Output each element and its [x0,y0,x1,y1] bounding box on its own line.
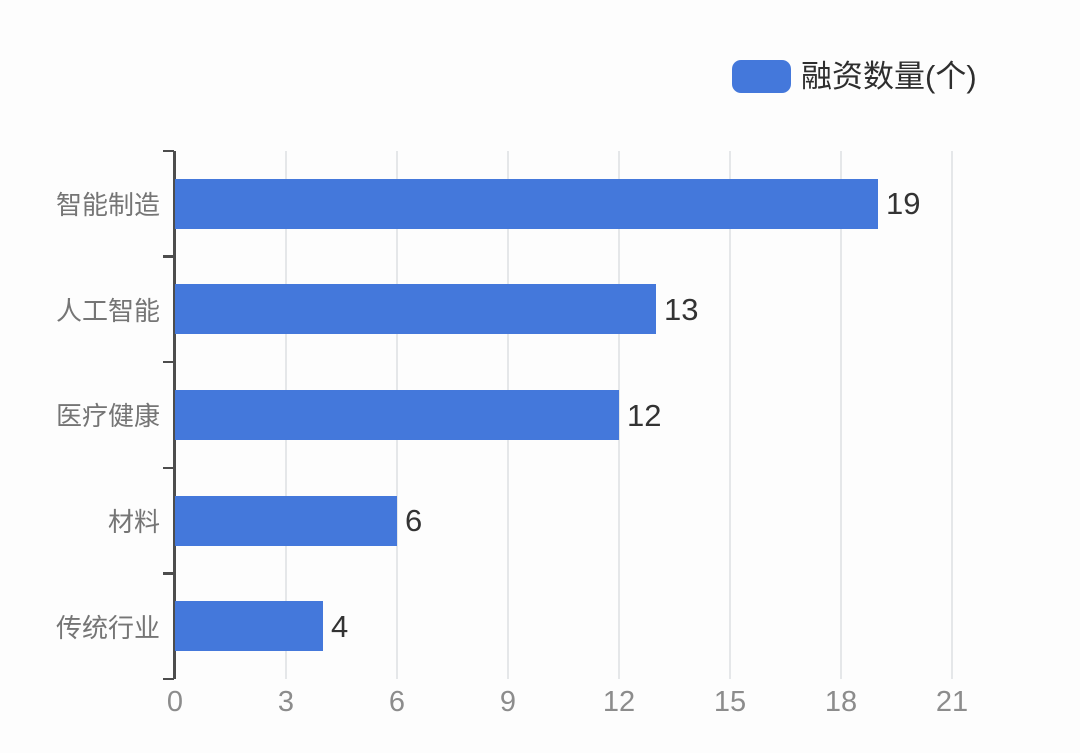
value-label: 4 [331,608,349,644]
value-label: 19 [886,186,921,222]
x-axis-tick-label: 12 [602,686,636,718]
legend-label: 融资数量(个) [801,59,977,94]
gridline [840,151,842,679]
gridline [951,151,953,679]
category-label: 智能制造 [55,190,160,221]
x-axis-tick-label: 6 [388,686,406,718]
bar [175,178,878,229]
x-axis-tick-label: 0 [166,686,184,718]
gridline [618,151,620,679]
x-axis-tick-label: 21 [935,686,969,718]
gridline [729,151,731,679]
bar [175,601,323,652]
y-axis-tick [163,572,174,575]
value-label: 12 [627,397,662,433]
bar [175,284,656,335]
category-label: 医疗健康 [55,401,160,432]
bar [175,390,619,440]
y-axis-tick [163,677,174,681]
legend: 融资数量(个) [732,60,977,93]
y-axis-tick [163,255,174,258]
value-label: 13 [664,291,699,327]
y-axis-tick [163,466,174,470]
y-axis-tick [163,149,174,153]
x-axis-tick-label: 9 [499,686,517,718]
y-axis-tick [163,360,174,364]
x-axis-tick-label: 18 [824,686,858,718]
category-label: 传统行业 [55,612,160,643]
category-label: 材料 [107,507,160,538]
bar [175,495,397,546]
legend-swatch [732,60,791,93]
category-label: 人工智能 [55,295,160,326]
value-label: 6 [405,503,423,539]
x-axis-tick-label: 15 [713,686,747,718]
x-axis-tick-label: 3 [277,686,295,718]
y-axis-line [173,151,176,679]
